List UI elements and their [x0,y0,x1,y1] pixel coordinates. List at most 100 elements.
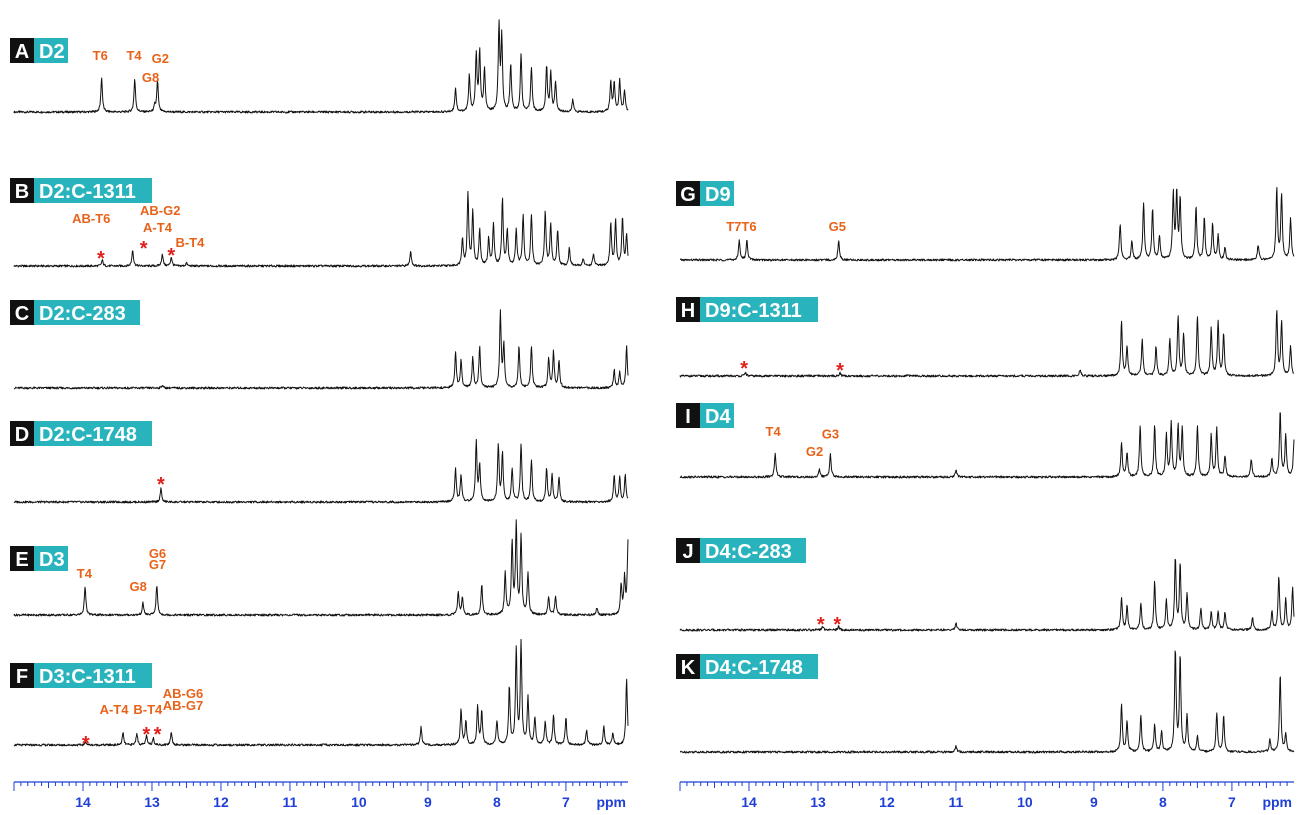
panel-letter-box [676,181,700,206]
panel-name-box [700,538,806,563]
peak-annotation: B-T4 [133,702,163,717]
spectrum-i: I D4 T4 G3 G2 [676,403,1295,479]
peak-annotation: AB-G2 [140,203,180,218]
panel-name: D9 [705,184,731,206]
panel-name: D4:C-1748 [705,657,803,679]
peak-annotation: B-T4 [175,235,205,250]
peak-annotation: G6 [149,546,166,561]
panel-letter-box [10,178,34,203]
spectrum-g: G D9 T7 T6 G5 [676,181,1295,262]
panel-letter-box [10,300,34,325]
spectrum-trace [13,638,629,747]
panel-letter-box [10,546,34,571]
peak-annotation: AB-T6 [72,211,110,226]
peak-annotation: G2 [806,444,823,459]
panel-name: D2:C-1748 [39,424,137,446]
peak-annotation: G2 [152,51,169,66]
tick-label: 10 [351,794,367,810]
x-axis: 14 13 12 11 10 9 8 7 ppm [679,781,1294,810]
peak-annotation: G3 [822,427,839,442]
panel-name-box [700,654,818,679]
spectrum-trace [679,310,1295,378]
panel-letter-box [10,38,34,63]
tick-label: 11 [283,794,298,810]
peak-annotation: T4 [126,48,142,63]
panel-letter: C [15,303,29,325]
tick-label: 7 [562,794,570,810]
spectrum-trace [13,438,629,504]
panel-name: D2:C-1311 [39,181,136,203]
peak-annotation: G8 [142,70,159,85]
panel-name-box [34,663,152,688]
star-marker: * [157,474,165,496]
x-axis: 14 13 12 11 10 9 8 7 ppm [13,781,628,810]
panel-name: D9:C-1311 [705,300,802,322]
panel-name: D3:C-1311 [39,666,136,688]
panel-name-box [700,403,734,428]
panel-letter-box [10,663,34,688]
peak-annotation: G7 [149,557,166,572]
panel-letter: D [15,424,29,446]
panel-letter: B [15,181,29,203]
panel-letter: A [15,41,29,63]
star-marker: * [82,733,90,755]
panel-name: D4:C-283 [705,541,792,563]
axis-unit-label: ppm [1262,794,1292,810]
peak-annotation: T4 [766,424,782,439]
tick-label: 11 [949,794,964,810]
panel-name-box [34,546,68,571]
panel-name: D2 [39,41,65,63]
star-marker: * [167,245,175,267]
star-marker: * [143,724,151,746]
panel-letter: I [685,406,691,428]
spectrum-a: A D2 T6 T4 G2 G8 [10,19,629,114]
tick-label: 8 [1159,794,1167,810]
spectrum-trace [679,650,1295,754]
peak-annotation: T7 [726,219,741,234]
panel-letter: F [16,666,28,688]
tick-label: 14 [741,794,757,810]
panel-letter-box [676,297,700,322]
panel-letter: K [681,657,696,679]
tick-label: 9 [424,794,432,810]
peak-annotation: AB-G7 [163,698,203,713]
panel-name-box [34,300,140,325]
tick-label: 7 [1228,794,1236,810]
tick-label: 9 [1090,794,1098,810]
panel-letter: G [680,184,696,206]
spectrum-k: K D4:C-1748 [676,650,1295,754]
tick-label: 12 [213,794,229,810]
star-marker: * [740,358,748,380]
star-marker: * [154,724,162,746]
spectrum-trace [13,190,629,268]
spectrum-trace [679,187,1295,262]
panel-name: D2:C-283 [39,303,126,325]
spectrum-j: J D4:C-283 * * [676,538,1295,636]
star-marker: * [833,614,841,636]
spectrum-trace [679,412,1295,479]
panel-name: D3 [39,549,65,571]
peak-annotation: A-T4 [143,220,173,235]
panel-name-box [34,421,152,446]
right-panel: G D9 T7 T6 G5 H D9:C-1311 * * I D4 T4 G3 G2 J D4:C-283 *… [676,181,1295,810]
tick-label: 12 [879,794,895,810]
peak-annotation: AB-G6 [163,686,203,701]
panel-name-box [700,181,734,206]
spectrum-d: D D2:C-1748 * [10,421,629,504]
spectrum-trace [13,519,629,617]
spectrum-trace [679,558,1295,632]
panel-letter: J [682,541,693,563]
tick-label: 13 [144,794,160,810]
panel-name-box [700,297,818,322]
peak-annotation: T6 [741,219,756,234]
star-marker: * [97,248,105,270]
panel-letter: E [15,549,28,571]
axis-unit-label: ppm [596,794,626,810]
peak-annotation: T4 [77,566,93,581]
panel-name-box [34,178,152,203]
